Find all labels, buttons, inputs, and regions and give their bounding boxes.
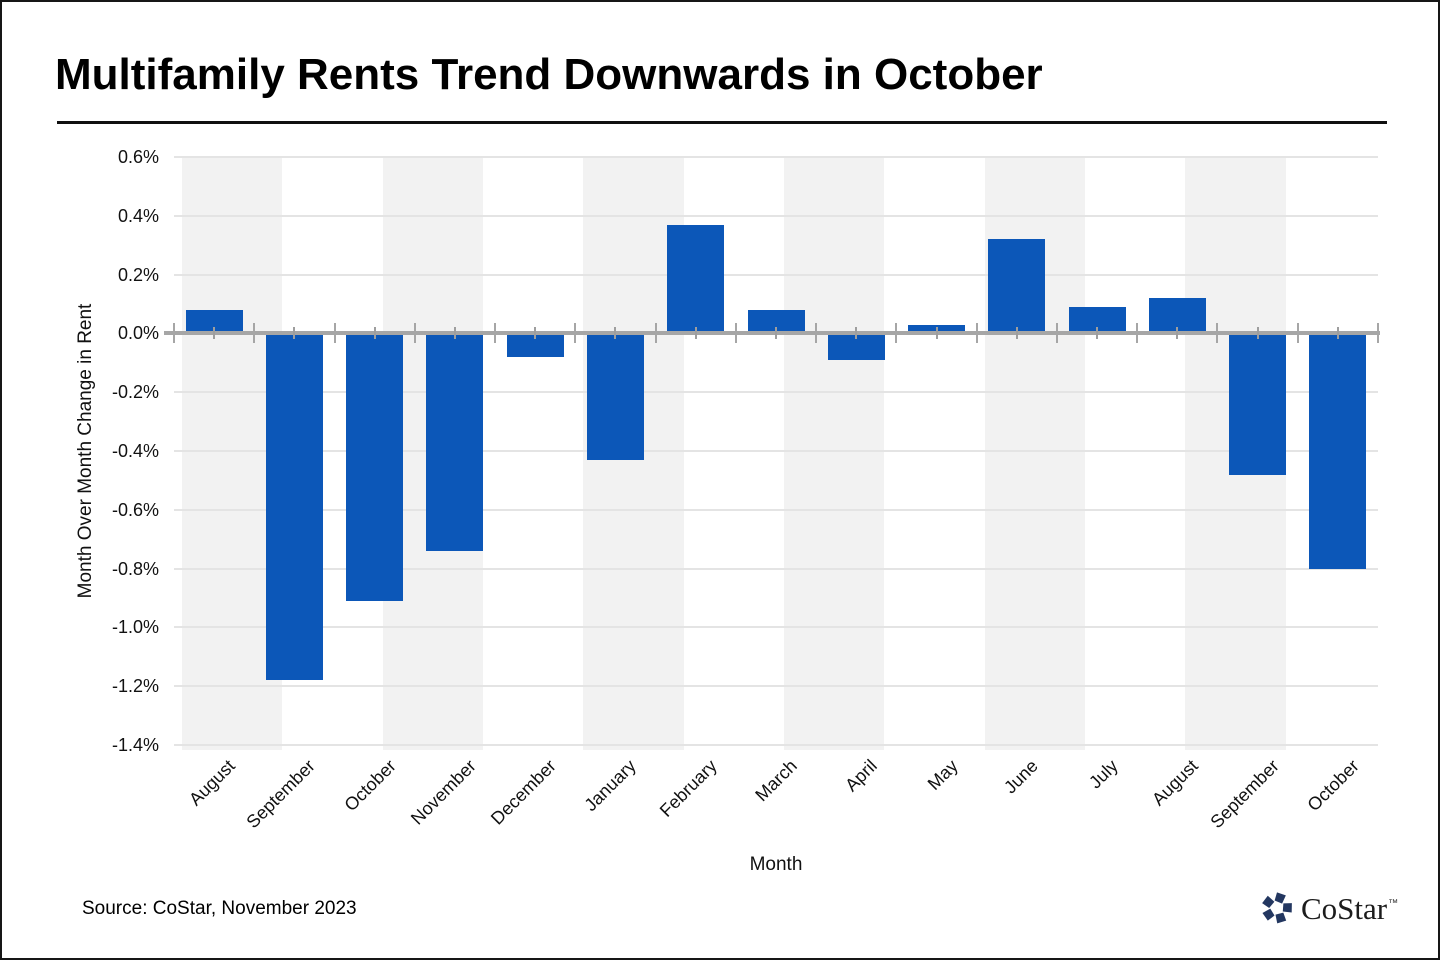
- x-axis-tick-label: October: [340, 755, 400, 816]
- x-axis-major-tick: [1055, 323, 1058, 344]
- x-axis-major-tick: [1136, 323, 1139, 344]
- bar-september: [1229, 333, 1287, 475]
- x-axis-minor-tick: [855, 327, 858, 340]
- gridline: [174, 214, 1378, 217]
- bar-october: [346, 333, 404, 601]
- y-axis-tick-label: -0.2%: [111, 382, 159, 403]
- x-axis-major-tick: [1216, 323, 1219, 344]
- y-axis-tick-label: -1.4%: [111, 735, 159, 755]
- x-axis-major-tick: [895, 323, 898, 344]
- x-axis-major-tick: [253, 323, 256, 344]
- gridline: [174, 626, 1378, 629]
- x-axis-tick-label: August: [185, 755, 239, 810]
- gridline: [174, 685, 1378, 688]
- bar-august: [185, 309, 243, 334]
- gridline: [174, 508, 1378, 511]
- gridline: [174, 391, 1378, 394]
- title-divider: [57, 121, 1387, 124]
- source-note: Source: CoStar, November 2023: [82, 898, 357, 919]
- x-axis-minor-tick: [1256, 327, 1259, 340]
- y-axis-title: Month Over Month Change in Rent: [75, 303, 96, 599]
- x-axis-tick-label: August: [1148, 755, 1203, 810]
- y-axis-tick-label: -0.6%: [111, 499, 159, 520]
- x-axis-tick-label: March: [751, 755, 801, 806]
- logo-wordmark: CoStar: [1301, 891, 1388, 926]
- gridline: [174, 744, 1378, 746]
- x-axis-minor-tick: [1015, 327, 1018, 340]
- gridline: [174, 450, 1378, 452]
- x-axis-tick-label: September: [242, 755, 320, 833]
- gridline: [174, 567, 1378, 570]
- y-axis-tick-label: 0.4%: [117, 205, 159, 226]
- background-band: [784, 158, 885, 750]
- bar-march: [747, 309, 805, 334]
- bar-october: [1309, 333, 1367, 569]
- x-axis-minor-tick: [293, 327, 296, 340]
- x-axis-minor-tick: [1176, 327, 1179, 340]
- y-axis-tick-label: 0.0%: [117, 323, 159, 344]
- x-axis-minor-tick: [1096, 327, 1099, 340]
- x-axis-major-tick: [173, 323, 175, 344]
- x-axis-tick-label: May: [923, 755, 962, 794]
- x-axis-major-tick: [734, 323, 737, 344]
- x-axis-major-tick: [413, 323, 416, 344]
- costar-pinwheel-icon: [1260, 892, 1294, 926]
- y-axis-tick-label: 0.6%: [117, 147, 159, 167]
- gridline: [174, 156, 1378, 158]
- x-axis-tick-label: June: [999, 755, 1042, 798]
- x-axis-major-tick: [494, 323, 497, 344]
- x-axis-title: Month: [749, 854, 803, 875]
- x-axis-tick-label: September: [1206, 755, 1283, 833]
- x-axis-tick-label: July: [1085, 755, 1122, 793]
- x-axis-major-tick: [1377, 323, 1379, 344]
- x-axis-minor-tick: [614, 327, 617, 340]
- page-title: Multifamily Rents Trend Downwards in Oct…: [55, 50, 1043, 99]
- x-axis-tick-label: November: [406, 755, 480, 829]
- bar-february: [667, 224, 725, 334]
- background-band: [182, 158, 283, 750]
- x-axis-major-tick: [654, 323, 657, 344]
- x-axis-tick-label: February: [655, 755, 721, 821]
- x-axis-major-tick: [333, 323, 336, 344]
- x-axis-minor-tick: [534, 327, 537, 340]
- x-axis-minor-tick: [213, 327, 216, 340]
- trademark-symbol: ™: [1388, 898, 1399, 909]
- x-axis-minor-tick: [373, 327, 376, 340]
- y-axis-tick-label: 0.2%: [117, 264, 159, 285]
- y-axis-tick-label: -0.4%: [111, 441, 159, 461]
- y-axis-tick-label: -0.8%: [111, 558, 159, 579]
- x-axis-minor-tick: [775, 327, 777, 340]
- x-axis-tick-label: January: [580, 755, 641, 816]
- x-axis-major-tick: [1296, 323, 1299, 344]
- x-axis-zero-line: [164, 331, 1380, 336]
- bar-january: [586, 333, 644, 460]
- x-axis-major-tick: [815, 323, 818, 344]
- bar-november: [426, 333, 484, 551]
- x-axis-minor-tick: [694, 327, 697, 340]
- x-axis-minor-tick: [1336, 327, 1339, 340]
- x-axis-major-tick: [975, 323, 978, 344]
- x-axis-tick-label: December: [487, 755, 561, 829]
- gridline: [174, 273, 1378, 276]
- y-axis-tick-label: -1.0%: [111, 617, 159, 638]
- x-axis-minor-tick: [935, 327, 938, 340]
- bar-september: [265, 333, 323, 681]
- costar-logo: CoStar ™: [1260, 890, 1398, 928]
- bar-december: [506, 333, 564, 357]
- x-axis-tick-label: April: [841, 755, 882, 796]
- y-axis-tick-label: -1.2%: [111, 676, 159, 697]
- bar-june: [988, 239, 1046, 334]
- x-axis-tick-label: October: [1303, 755, 1363, 816]
- x-axis-minor-tick: [453, 327, 456, 340]
- x-axis-major-tick: [574, 323, 577, 344]
